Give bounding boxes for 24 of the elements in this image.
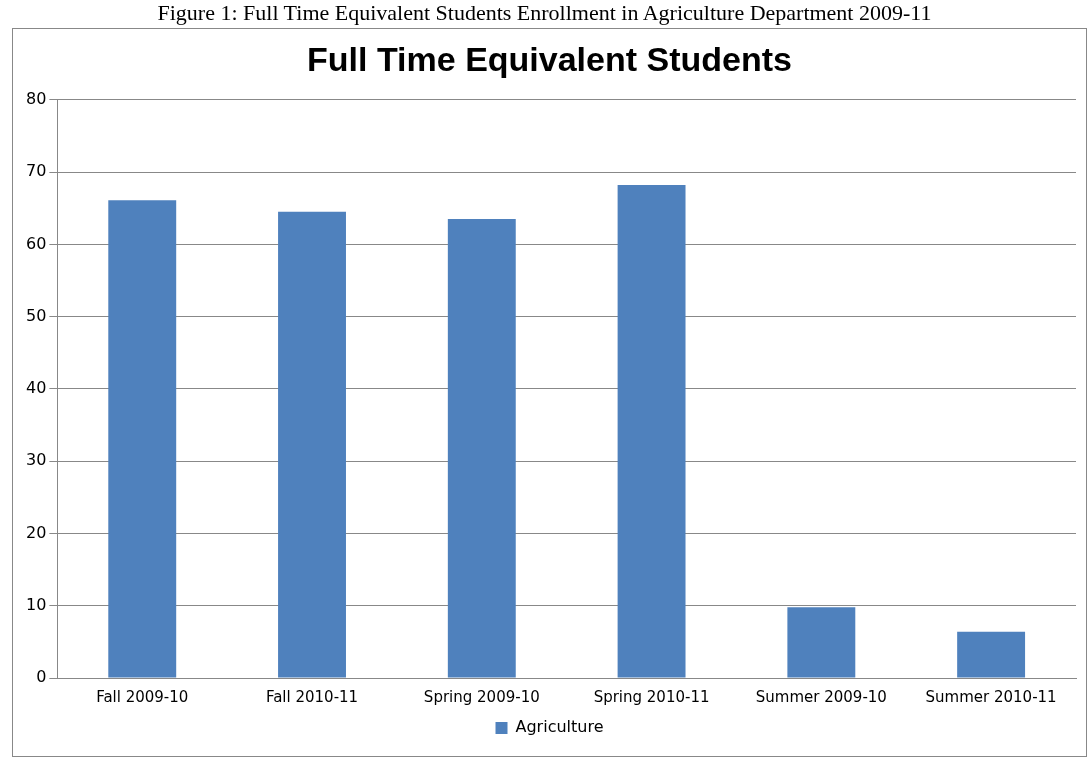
bar [617, 185, 686, 678]
y-tick-label: 80 [26, 88, 47, 108]
y-tick-label: 30 [26, 450, 47, 470]
chart-title: Full Time Equivalent Students [307, 39, 792, 78]
x-tick-label: Fall 2009-10 [96, 687, 189, 706]
x-tick-label: Summer 2009-10 [755, 687, 887, 706]
bar [108, 200, 177, 678]
bar [278, 211, 346, 678]
y-tick-label: 50 [26, 305, 47, 325]
x-tick-label: Fall 2010-11 [265, 687, 359, 706]
legend-label: Agriculture [515, 717, 604, 737]
y-tick-label: 0 [36, 667, 47, 687]
bar [447, 219, 516, 678]
y-tick-label: 60 [26, 233, 47, 253]
bar [957, 631, 1026, 678]
y-tick-label: 10 [26, 594, 47, 614]
x-tick-label: Summer 2010-11 [925, 687, 1057, 706]
caption: Figure 1: Full Time Equivalent Students Enrollment in Agriculture Department 2009-11 [156, 0, 933, 26]
x-tick-label: Spring 2010-11 [593, 687, 710, 706]
y-tick-label: 40 [26, 378, 47, 398]
y-tick-label: 20 [26, 522, 47, 542]
y-tick-label: 70 [26, 161, 47, 181]
x-tick-label: Spring 2009-10 [423, 687, 540, 706]
bar [787, 607, 856, 678]
